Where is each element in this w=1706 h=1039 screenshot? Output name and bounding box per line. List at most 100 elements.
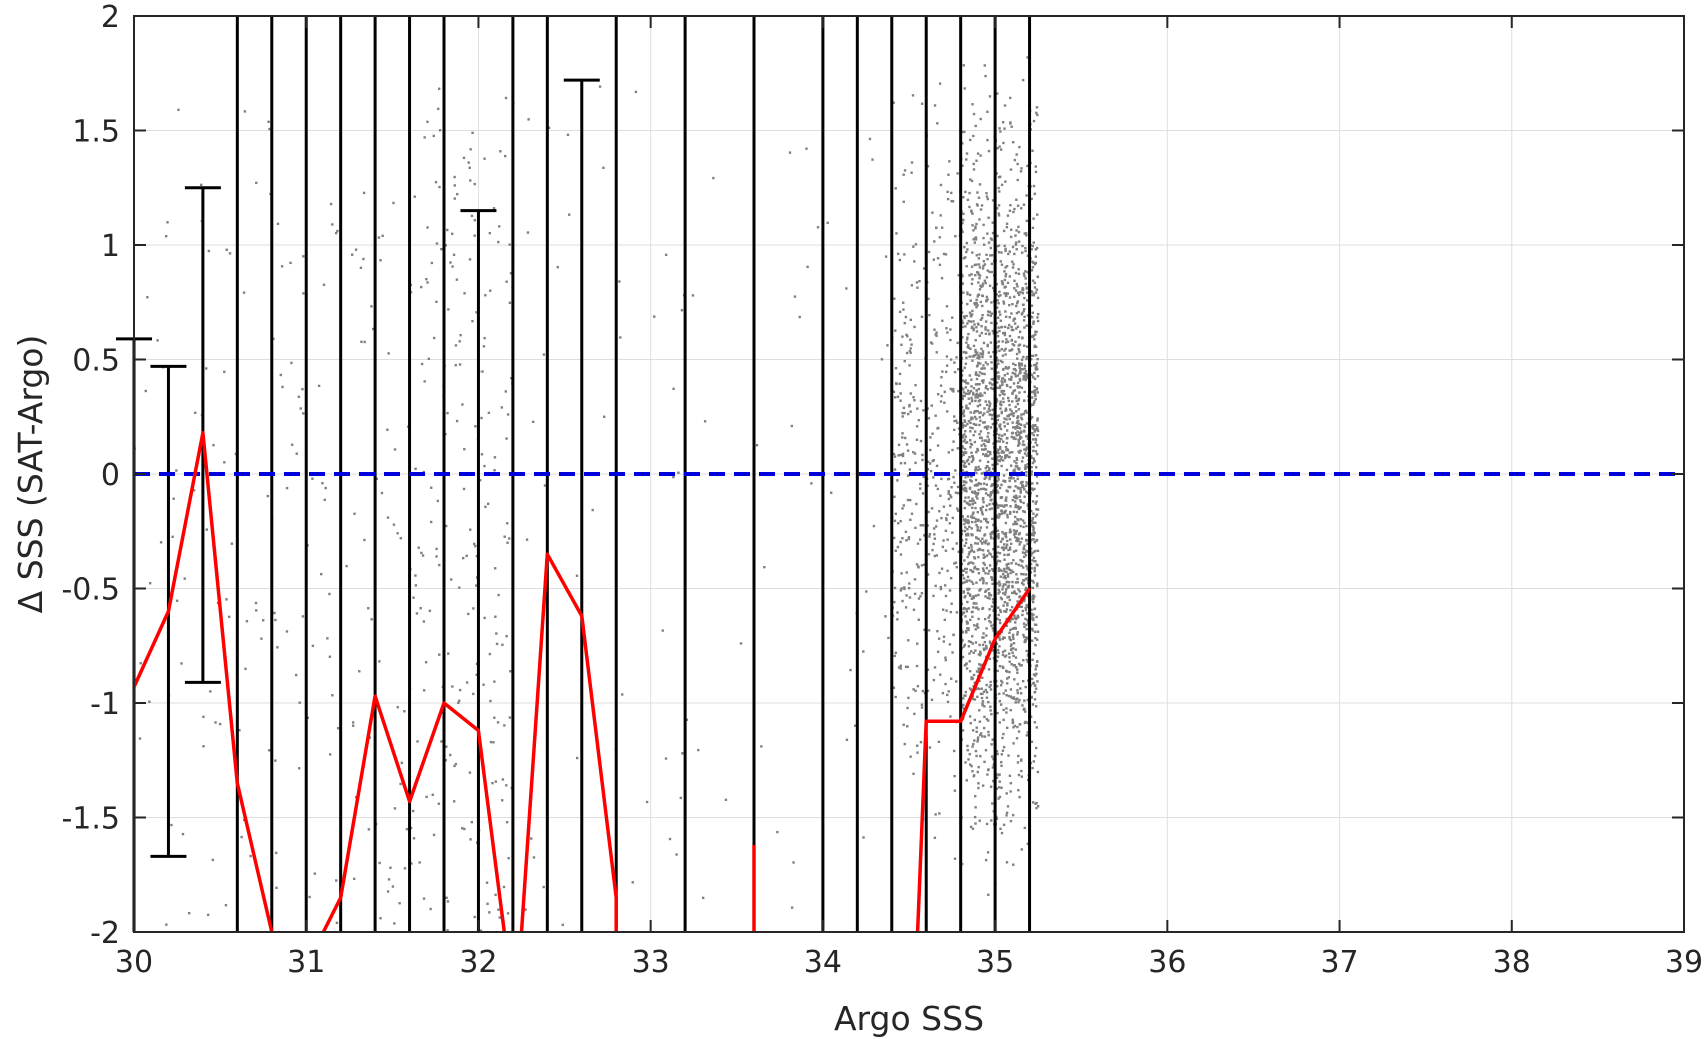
scatter-point [971,506,974,510]
scatter-point [483,464,486,468]
scatter-point [991,387,994,391]
scatter-point [438,653,441,656]
scatter-point [1003,456,1007,460]
scatter-point [1026,271,1029,274]
scatter-point [425,277,428,281]
scatter-point [1035,246,1039,250]
scatter-point [1023,699,1026,702]
scatter-point [1026,504,1030,507]
scatter-point [974,749,978,753]
scatter-point [335,879,338,882]
scatter-point [363,538,366,542]
scatter-point [998,190,1001,193]
scatter-point [1001,588,1004,591]
scatter-point [1034,668,1037,671]
scatter-point [976,322,980,325]
scatter-point [937,637,941,640]
scatter-point [1034,502,1037,505]
scatter-point [1023,521,1026,525]
scatter-point [260,637,263,640]
scatter-point [1013,614,1016,617]
scatter-point [1006,340,1010,343]
scatter-point [972,516,976,520]
scatter-point [982,636,985,639]
scatter-point [1026,731,1030,734]
scatter-point [1014,241,1018,244]
scatter-point [280,265,284,268]
scatter-point [1012,210,1015,214]
scatter-point [978,436,982,440]
scatter-point [983,640,987,644]
scatter-point [984,439,987,442]
scatter-point [984,444,987,448]
scatter-point [946,410,949,413]
scatter-point [1011,580,1014,584]
scatter-point [1036,429,1040,433]
scatter-point [468,258,472,261]
scatter-point [1024,374,1027,377]
scatter-point [1021,291,1025,295]
scatter-point [987,768,990,772]
scatter-point [1019,369,1022,373]
scatter-point [978,733,982,737]
y-tick-label: -1 [90,687,120,722]
scatter-point [963,438,967,441]
scatter-point [1016,178,1019,182]
scatter-point [899,392,902,395]
scatter-point [1036,482,1039,485]
scatter-point [645,800,649,804]
scatter-point [1018,495,1021,498]
scatter-point [969,825,973,829]
scatter-point [1018,145,1021,149]
scatter-point [1005,338,1008,341]
scatter-point [138,737,142,740]
scatter-point [982,500,985,504]
scatter-point [982,497,985,500]
scatter-point [1018,427,1022,430]
scatter-point [1004,499,1008,502]
scatter-point [972,327,975,330]
scatter-point [936,650,940,653]
scatter-point [1032,390,1035,394]
scatter-point [792,861,795,864]
scatter-point [910,512,914,515]
scatter-point [175,469,178,472]
scatter-point [978,371,982,374]
scatter-point [906,449,910,452]
scatter-point [328,592,331,596]
scatter-point [998,313,1002,316]
scatter-point [426,120,429,124]
scatter-point [976,410,980,413]
scatter-point [953,789,957,792]
scatter-point [1002,745,1006,749]
scatter-point [1006,726,1009,730]
scatter-point [939,384,943,387]
scatter-point [354,248,358,251]
scatter-point [991,383,994,386]
scatter-point [975,483,979,486]
scatter-point [996,316,1000,319]
scatter-point [896,252,900,256]
scatter-point [1011,260,1014,263]
scatter-point [998,664,1002,668]
scatter-point [1011,591,1014,595]
scatter-point [998,127,1001,130]
scatter-point [1008,619,1012,622]
scatter-point [962,607,965,611]
scatter-point [1036,374,1040,378]
scatter-point [995,306,999,309]
scatter-point [974,467,978,471]
scatter-point [972,606,975,609]
scatter-point [1014,617,1018,621]
scatter-point [978,334,981,337]
scatter-point [505,634,508,638]
scatter-point [411,809,415,813]
scatter-point [982,482,986,485]
scatter-point [1018,372,1021,375]
scatter-point [1035,623,1038,627]
scatter-point [973,440,977,444]
scatter-point [495,642,499,646]
scatter-point [999,575,1003,578]
scatter-point [1023,390,1026,394]
scatter-point [956,447,959,450]
